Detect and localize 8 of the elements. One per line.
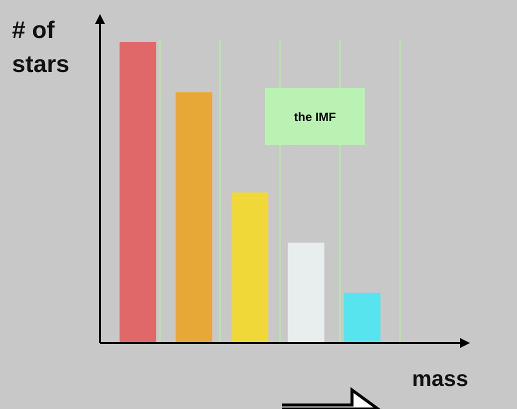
bar — [344, 292, 380, 343]
bar — [288, 242, 324, 343]
bar — [120, 42, 156, 343]
bar — [232, 192, 268, 343]
bar — [176, 92, 212, 343]
y-axis-title: # of stars — [12, 17, 70, 78]
annotation: the IMF — [294, 110, 336, 124]
x-axis-title: mass — [412, 366, 468, 391]
